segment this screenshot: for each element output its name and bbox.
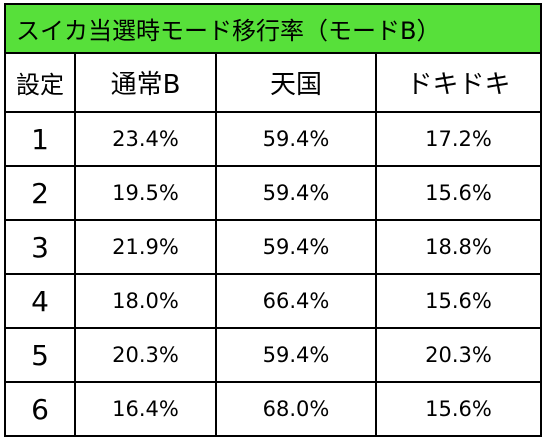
data-row: 3 21.9% 59.4% 18.8%: [4, 219, 543, 275]
table-body: スイカ当選時モード移行率（モードB） 設定 通常B 天国 ドキドキ 1 23.4% 59.4…: [3, 3, 543, 437]
rate-cell: 59.4%: [215, 219, 377, 275]
column-header: 設定: [4, 52, 76, 113]
table-title: スイカ当選時モード移行率（モードB）: [3, 3, 543, 54]
setting-cell: 2: [4, 165, 76, 221]
title-row: スイカ当選時モード移行率（モードB）: [3, 3, 543, 54]
rate-cell: 19.5%: [74, 165, 217, 221]
column-header: 天国: [215, 52, 377, 113]
rate-table: スイカ当選時モード移行率（モードB） 設定 通常B 天国 ドキドキ 1 23.4% 59.4…: [3, 3, 543, 437]
data-row: 5 20.3% 59.4% 20.3%: [4, 327, 543, 383]
rate-cell: 18.0%: [74, 273, 217, 329]
data-row: 6 16.4% 68.0% 15.6%: [4, 381, 543, 437]
setting-cell: 6: [4, 381, 76, 437]
rate-cell: 68.0%: [215, 381, 377, 437]
rate-cell: 20.3%: [374, 327, 543, 383]
setting-cell: 4: [4, 273, 76, 329]
rate-cell: 23.4%: [74, 111, 217, 167]
setting-cell: 5: [4, 327, 76, 383]
rate-cell: 59.4%: [215, 165, 377, 221]
setting-cell: 3: [4, 219, 76, 275]
setting-cell: 1: [4, 111, 76, 167]
rate-cell: 15.6%: [374, 165, 543, 221]
rate-cell: 17.2%: [374, 111, 543, 167]
table-wrap: スイカ当選時モード移行率（モードB） 設定 通常B 天国 ドキドキ 1 23.4% 59.4…: [3, 3, 543, 437]
data-row: 1 23.4% 59.4% 17.2%: [4, 111, 543, 167]
column-header: ドキドキ: [374, 52, 543, 113]
data-row: 4 18.0% 66.4% 15.6%: [4, 273, 543, 329]
column-header: 通常B: [74, 52, 217, 113]
rate-cell: 59.4%: [215, 327, 377, 383]
rate-cell: 18.8%: [374, 219, 543, 275]
rate-cell: 66.4%: [215, 273, 377, 329]
rate-cell: 16.4%: [74, 381, 217, 437]
rate-cell: 15.6%: [374, 381, 543, 437]
rate-cell: 20.3%: [74, 327, 217, 383]
header-row: 設定 通常B 天国 ドキドキ: [4, 52, 543, 113]
rate-cell: 15.6%: [374, 273, 543, 329]
rate-cell: 59.4%: [215, 111, 377, 167]
rate-cell: 21.9%: [74, 219, 217, 275]
data-row: 2 19.5% 59.4% 15.6%: [4, 165, 543, 221]
